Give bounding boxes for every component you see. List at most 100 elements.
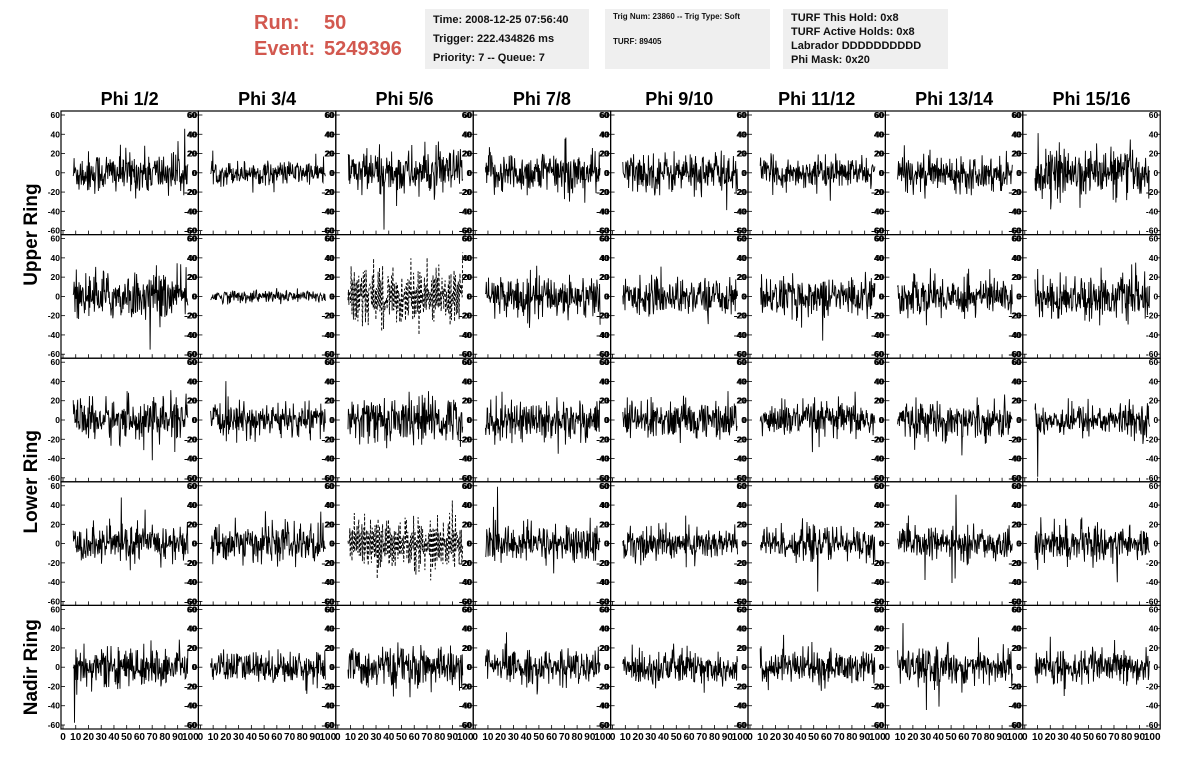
y-tick-label: 20 bbox=[874, 149, 884, 159]
y-tick-label: -20 bbox=[872, 434, 885, 444]
y-tick-label: 20 bbox=[874, 272, 884, 282]
y-tick-label: 40 bbox=[1011, 129, 1021, 139]
y-tick-label: -60 bbox=[48, 720, 61, 730]
y-tick-label: 20 bbox=[1011, 643, 1021, 653]
waveform-panel: -60 -60 -40 -40 -20 -20 0 0 20 20 40 40 60 60 bbox=[735, 234, 886, 359]
y-tick-label: -40 bbox=[735, 454, 748, 464]
y-tick-label: 60 bbox=[462, 481, 472, 491]
y-tick-label: -40 bbox=[323, 577, 336, 587]
y-tick-label: 20 bbox=[462, 643, 472, 653]
trig-num-panel: Trig Num: 23860 -- Trig Type: Soft TURF:… bbox=[605, 9, 770, 69]
y-tick-label: 20 bbox=[600, 272, 610, 282]
y-tick-label: 60 bbox=[738, 357, 748, 367]
y-tick-label: -20 bbox=[734, 187, 747, 197]
y-tick-label: 60 bbox=[1012, 481, 1022, 491]
y-tick-label: 20 bbox=[737, 272, 747, 282]
y-tick-label: -20 bbox=[734, 311, 747, 321]
y-tick-label: -40 bbox=[872, 577, 885, 587]
y-tick-label: 60 bbox=[325, 110, 335, 120]
y-tick-label: 40 bbox=[874, 253, 884, 263]
x-tick-label: 90 bbox=[1134, 732, 1146, 743]
y-tick-label: 20 bbox=[51, 272, 61, 282]
y-tick-label: -40 bbox=[1146, 206, 1159, 216]
y-tick-label: 20 bbox=[599, 272, 609, 282]
y-tick-label: 0 bbox=[880, 415, 885, 425]
y-tick-label: 40 bbox=[738, 500, 748, 510]
y-tick-label: -20 bbox=[871, 187, 884, 197]
waveform-trace bbox=[210, 288, 326, 306]
y-tick-label: 0 bbox=[742, 539, 747, 549]
y-tick-label: 60 bbox=[1012, 110, 1022, 120]
y-tick-label: 60 bbox=[1149, 234, 1159, 244]
y-tick-label: -40 bbox=[323, 330, 336, 340]
y-tick-label: -20 bbox=[734, 681, 747, 691]
x-tick-label: 90 bbox=[447, 732, 459, 743]
y-tick-label: -40 bbox=[1146, 330, 1159, 340]
x-tick-label: 20 bbox=[907, 732, 919, 743]
y-tick-label: -40 bbox=[323, 701, 336, 711]
y-tick-label: 0 bbox=[742, 662, 747, 672]
y-tick-label: 20 bbox=[599, 149, 609, 159]
y-tick-label: -60 bbox=[597, 226, 610, 236]
waveform-trace bbox=[1034, 398, 1151, 477]
run-event-info: Run: 50 Event: 5249396 bbox=[254, 10, 402, 62]
y-tick-label: -20 bbox=[185, 434, 198, 444]
y-tick-label: -20 bbox=[459, 311, 472, 321]
x-tick-label: 80 bbox=[159, 732, 171, 743]
y-tick-label: -20 bbox=[323, 681, 336, 691]
y-tick-label: 20 bbox=[1011, 519, 1021, 529]
y-tick-label: -60 bbox=[597, 473, 610, 483]
y-tick-label: -40 bbox=[48, 454, 61, 464]
waveform-trace bbox=[485, 486, 601, 574]
y-tick-label: 20 bbox=[1149, 643, 1159, 653]
y-tick-label: 60 bbox=[1149, 110, 1159, 120]
y-tick-label: -60 bbox=[185, 720, 198, 730]
y-tick-label: -20 bbox=[1009, 681, 1022, 691]
waveform-panel: -60 -60 -40 -40 -20 -20 0 0 20 20 40 40 60 60 bbox=[185, 357, 337, 483]
y-tick-label: 0 bbox=[193, 291, 198, 301]
y-tick-label: -40 bbox=[1146, 701, 1159, 711]
y-tick-label: -20 bbox=[323, 558, 336, 568]
waveform-panel: -60 -60 -40 -40 -20 -20 0 0 20 20 40 40 60 60 bbox=[323, 357, 474, 483]
y-tick-label: 60 bbox=[51, 110, 61, 120]
y-tick-label: 60 bbox=[187, 357, 197, 367]
y-tick-label: 0 bbox=[604, 662, 609, 672]
y-tick-label: -20 bbox=[871, 681, 884, 691]
x-tick-label: 20 bbox=[1045, 732, 1057, 743]
y-tick-label: 20 bbox=[600, 396, 610, 406]
y-tick-label: -20 bbox=[597, 311, 610, 321]
y-tick-label: 40 bbox=[737, 376, 747, 386]
y-tick-label: -20 bbox=[596, 558, 609, 568]
x-tick-label: 90 bbox=[722, 732, 734, 743]
y-tick-label: -20 bbox=[734, 434, 747, 444]
waveform-trace bbox=[210, 381, 326, 443]
y-tick-label: 0 bbox=[193, 539, 198, 549]
y-tick-label: -20 bbox=[1010, 681, 1023, 691]
x-tick-label: 100 bbox=[182, 732, 199, 743]
y-tick-label: 20 bbox=[874, 643, 884, 653]
y-tick-label: -40 bbox=[184, 454, 197, 464]
y-tick-label: -40 bbox=[734, 454, 747, 464]
y-tick-label: -20 bbox=[1010, 311, 1023, 321]
y-tick-label: 0 bbox=[742, 415, 747, 425]
y-tick-label: 40 bbox=[875, 129, 885, 139]
y-tick-label: -20 bbox=[460, 558, 473, 568]
y-tick-label: -60 bbox=[735, 226, 748, 236]
y-tick-label: -40 bbox=[1010, 701, 1023, 711]
y-tick-label: 0 bbox=[1017, 662, 1022, 672]
y-tick-label: 40 bbox=[1012, 253, 1022, 263]
x-tick-label: 60 bbox=[683, 732, 695, 743]
y-tick-label: 40 bbox=[600, 500, 610, 510]
x-tick-label: 40 bbox=[933, 732, 945, 743]
y-tick-label: 40 bbox=[463, 129, 473, 139]
waveform-trace bbox=[897, 623, 1013, 711]
y-tick-label: 0 bbox=[192, 291, 197, 301]
y-tick-label: 40 bbox=[875, 253, 885, 263]
trigger-text: Trigger: 222.434826 ms bbox=[433, 33, 555, 45]
y-tick-label: 60 bbox=[462, 357, 472, 367]
y-tick-label: 0 bbox=[880, 662, 885, 672]
y-tick-label: 40 bbox=[188, 624, 198, 634]
run-value: 50 bbox=[324, 12, 347, 34]
y-tick-label: 60 bbox=[1011, 357, 1021, 367]
y-tick-label: -20 bbox=[459, 187, 472, 197]
